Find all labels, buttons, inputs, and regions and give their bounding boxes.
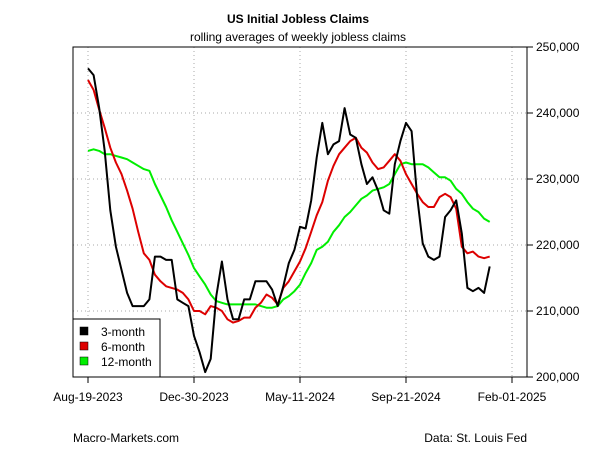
legend-swatch-6-month (79, 341, 89, 351)
x-tick-label: Dec-30-2023 (159, 390, 229, 404)
y-tick-label: 240,000 (536, 106, 580, 120)
y-tick-label: 210,000 (536, 304, 580, 318)
x-tick-label: Aug-19-2023 (53, 390, 123, 404)
series-lines (87, 67, 491, 374)
footer-source-site: Macro-Markets.com (73, 431, 179, 445)
legend-label-12-month: 12-month (101, 355, 152, 369)
legend-swatch-3-month (79, 326, 89, 336)
y-tick-label: 230,000 (536, 172, 580, 186)
legend-swatch-12-month (79, 356, 89, 366)
chart-subtitle: rolling averages of weekly jobless claim… (190, 30, 406, 44)
chart-title: US Initial Jobless Claims (227, 12, 369, 26)
series-line-12-month (87, 148, 491, 309)
series-line-3-month (87, 67, 491, 374)
x-tick-label: Feb-01-2025 (478, 390, 547, 404)
legend-label-3-month: 3-month (101, 325, 145, 339)
y-tick-label: 200,000 (536, 370, 580, 384)
x-tick-label: May-11-2024 (265, 390, 335, 404)
x-tick-label: Sep-21-2024 (371, 390, 441, 404)
series-line-6-month (87, 79, 490, 324)
legend: 3-month 6-month 12-month (72, 318, 161, 378)
y-tick-label: 220,000 (536, 238, 580, 252)
legend-label-6-month: 6-month (101, 340, 145, 354)
y-axis: 200,000 210,000 220,000 230,000 240,000 250,0… (527, 40, 580, 384)
footer-data-credit: Data: St. Louis Fed (424, 431, 527, 445)
x-axis: Aug-19-2023 Dec-30-2023 May-11-2024 Sep-21-… (53, 377, 547, 404)
y-tick-label: 250,000 (536, 40, 580, 54)
